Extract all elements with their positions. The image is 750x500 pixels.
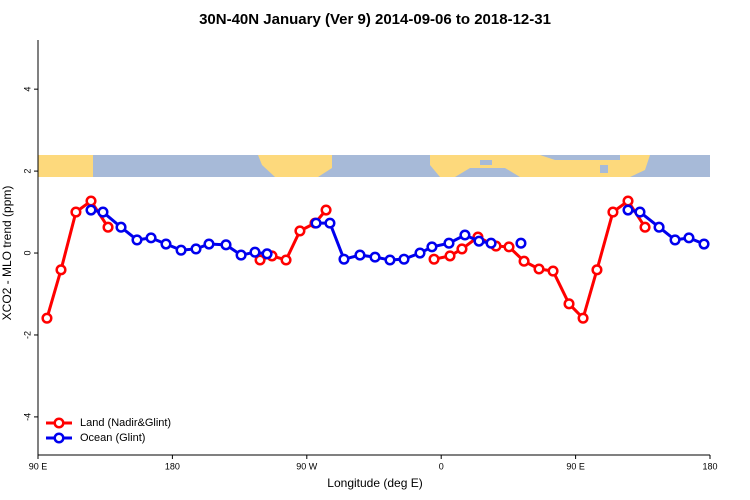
y-tick-label: -2 [22, 331, 32, 339]
data-point [547, 265, 559, 277]
legend-label: Ocean (Glint) [80, 432, 145, 444]
y-axis-label: XCO2 - MLO trend (ppm) [0, 186, 14, 321]
y-tick-label: 0 [22, 251, 32, 256]
legend: Land (Nadir&Glint) Ocean (Glint) [46, 417, 171, 444]
data-point [280, 254, 292, 266]
legend-marker [53, 432, 65, 444]
data-point [533, 263, 545, 275]
data-point [131, 234, 143, 246]
data-point [55, 264, 67, 276]
y-tick-label: 4 [22, 87, 32, 92]
data-point [384, 254, 396, 266]
data-point [294, 225, 306, 237]
data-point [622, 195, 634, 207]
data-point [426, 241, 438, 253]
data-point [249, 246, 261, 258]
data-point [591, 264, 603, 276]
data-point [203, 238, 215, 250]
data-point [443, 237, 455, 249]
data-point [85, 204, 97, 216]
data-point [607, 206, 619, 218]
data-point [456, 243, 468, 255]
y-tick-label: 2 [22, 169, 32, 174]
data-point [97, 206, 109, 218]
x-tick-label: 90 E [566, 461, 585, 471]
data-point [324, 217, 336, 229]
data-point [698, 238, 710, 250]
data-point [354, 249, 366, 261]
data-point [235, 249, 247, 261]
y-tick-label: -4 [22, 413, 32, 421]
data-point [175, 244, 187, 256]
data-point [338, 253, 350, 265]
data-point [41, 312, 53, 324]
data-point [518, 255, 530, 267]
data-point [459, 229, 471, 241]
x-axis-label: Longitude (deg E) [327, 476, 422, 490]
map-strip [38, 155, 710, 177]
data-point [261, 248, 273, 260]
data-point [577, 312, 589, 324]
data-point [102, 221, 114, 233]
data-point [473, 235, 485, 247]
data-point [414, 247, 426, 259]
data-point [254, 254, 266, 266]
data-point [515, 237, 527, 249]
x-tick-label: 180 [702, 461, 717, 471]
data-point [669, 234, 681, 246]
data-point [85, 195, 97, 207]
legend-label: Land (Nadir&Glint) [80, 417, 171, 429]
data-point [563, 298, 575, 310]
data-point [485, 237, 497, 249]
data-point [115, 221, 127, 233]
data-point [683, 232, 695, 244]
data-point [160, 238, 172, 250]
x-tick-label: 180 [165, 461, 180, 471]
data-point [398, 253, 410, 265]
data-point [310, 217, 322, 229]
x-tick-label: 90 E [29, 461, 48, 471]
series-line [433, 198, 647, 322]
x-tick-label: 90 W [296, 461, 318, 471]
data-point [622, 204, 634, 216]
data-point [369, 251, 381, 263]
data-point [145, 232, 157, 244]
data-point [444, 250, 456, 262]
chart-title: 30N-40N January (Ver 9) 2014-09-06 to 20… [199, 11, 551, 28]
data-point [634, 206, 646, 218]
data-point [190, 243, 202, 255]
data-point [653, 221, 665, 233]
data-point [70, 206, 82, 218]
data-point [503, 241, 515, 253]
series-line [45, 198, 110, 319]
data-point [220, 239, 232, 251]
legend-marker [53, 417, 65, 429]
x-tick-label: 0 [439, 461, 444, 471]
data-point [639, 221, 651, 233]
data-point [428, 253, 440, 265]
data-point [320, 204, 332, 216]
